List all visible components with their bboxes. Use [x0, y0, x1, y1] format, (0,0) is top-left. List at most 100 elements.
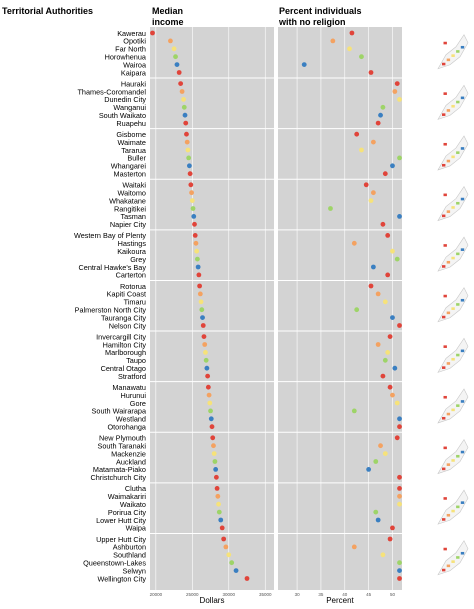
locator-map-region — [446, 210, 451, 213]
income-point — [150, 30, 155, 36]
income-point — [192, 221, 197, 227]
income-point — [184, 139, 190, 145]
locator-map-region — [446, 564, 451, 568]
authority-label: Manawatu — [112, 383, 146, 392]
religion-point — [390, 392, 395, 398]
income-point — [189, 190, 194, 196]
authority-label: Dunedin City — [104, 95, 146, 104]
religion-point — [349, 30, 355, 36]
locator-map — [437, 185, 469, 222]
income-point — [183, 120, 189, 126]
locator-map-region — [442, 113, 446, 116]
religion-point — [354, 131, 360, 137]
income-point — [179, 89, 185, 94]
religion-point — [368, 283, 374, 289]
locator-map-region — [460, 450, 465, 454]
income-panel — [150, 27, 274, 590]
religion-point — [385, 272, 391, 278]
income-axis-label: Dollars — [200, 596, 225, 605]
religion-point — [380, 552, 386, 558]
income-point — [219, 525, 225, 531]
locator-map-region — [456, 404, 460, 407]
religion-point — [387, 384, 393, 390]
locator-map-region — [443, 446, 447, 450]
locator-map-region — [446, 362, 451, 365]
tick-label: 35000 — [259, 592, 272, 597]
income-point — [174, 62, 180, 67]
religion-point — [375, 342, 381, 347]
religion-point — [370, 190, 376, 196]
authority-label: Napier City — [110, 220, 146, 229]
religion-point — [397, 424, 402, 430]
income-point — [176, 70, 182, 75]
authority-label: Masterton — [114, 170, 146, 179]
header-authorities: Territorial Authorities — [2, 6, 93, 16]
locator-map — [437, 287, 469, 323]
authority-label: Western Bay of Plenty — [74, 231, 146, 240]
income-point — [199, 307, 205, 313]
locator-map-region — [456, 201, 460, 205]
authority-label: Gisborne — [116, 130, 146, 139]
religion-point — [373, 509, 379, 515]
authority-label: Kaikoura — [117, 247, 147, 256]
locator-map-region — [443, 92, 447, 95]
income-point — [173, 54, 178, 60]
income-point — [213, 474, 219, 480]
religion-point — [368, 70, 374, 75]
authority-label: New Plymouth — [99, 434, 146, 443]
income-point — [216, 509, 222, 515]
income-point — [211, 443, 216, 449]
income-point — [197, 283, 203, 289]
authority-label: Kawerau — [117, 29, 146, 38]
income-point — [229, 560, 235, 566]
income-point — [204, 365, 210, 371]
authority-label: Waipa — [126, 524, 147, 533]
locator-map — [437, 34, 469, 70]
religion-point — [382, 171, 388, 177]
locator-map — [437, 388, 469, 424]
income-point — [211, 451, 217, 456]
locator-map-region — [460, 551, 465, 555]
religion-point — [397, 214, 402, 219]
authority-label: Christchurch City — [90, 473, 146, 482]
authority-label: Whangarei — [111, 162, 147, 171]
locator-map-region — [460, 349, 465, 353]
authority-label: Tasman — [120, 212, 146, 221]
locator-map-region — [456, 50, 460, 53]
religion-point — [351, 544, 357, 550]
locator-map-region — [446, 311, 451, 315]
religion-point — [390, 248, 395, 254]
authority-label: Waitomo — [117, 189, 146, 198]
locator-map-region — [451, 256, 455, 260]
locator-map-region — [451, 307, 455, 310]
authority-label: Wairoa — [123, 60, 147, 69]
header-religion-line2: with no religion — [278, 17, 346, 27]
income-point — [213, 467, 219, 472]
religion-point — [397, 568, 402, 573]
religion-point — [397, 97, 402, 102]
authority-label: Kapiti Coast — [107, 290, 146, 299]
religion-point — [397, 560, 402, 566]
authority-label: South Waikato — [99, 111, 146, 120]
authority-label: Waimakariri — [108, 492, 147, 501]
authority-label: Stratford — [118, 372, 146, 381]
religion-point — [390, 163, 395, 169]
locator-map-region — [442, 265, 446, 268]
income-point — [195, 256, 200, 262]
locator-map-region — [443, 244, 447, 247]
income-point — [207, 400, 213, 406]
locator-map-region — [442, 416, 446, 420]
religion-point — [378, 112, 383, 118]
religion-point — [394, 256, 400, 262]
religion-point — [387, 536, 393, 542]
locator-map — [437, 337, 469, 373]
income-point — [212, 459, 218, 464]
religion-point — [328, 206, 333, 211]
religion-point — [351, 408, 357, 414]
locator-map-region — [456, 353, 460, 357]
religion-point — [397, 486, 402, 491]
locator-map-region — [446, 463, 451, 466]
income-point — [191, 214, 197, 219]
income-point — [197, 291, 203, 297]
